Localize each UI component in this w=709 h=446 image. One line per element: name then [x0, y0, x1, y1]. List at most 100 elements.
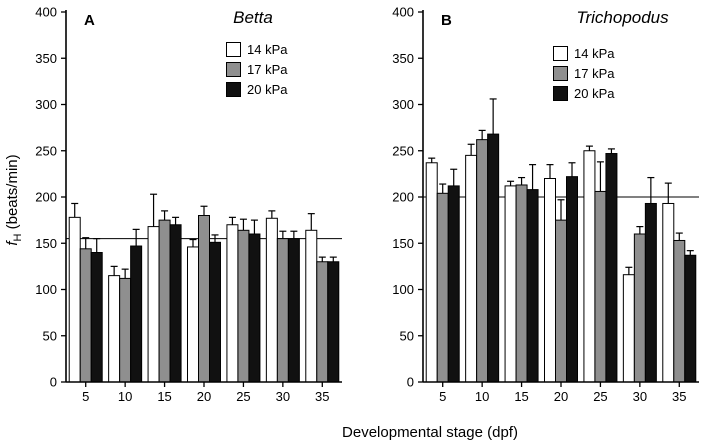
bar: [226, 224, 239, 383]
legend-label-14kpa: 14 kPa: [247, 42, 288, 57]
x-axis-label: Developmental stage (dpf): [342, 424, 518, 441]
x-tick-label: 30: [276, 389, 290, 404]
bar: [447, 185, 460, 383]
y-tick-label: 300: [392, 97, 414, 112]
x-tick-label: 35: [672, 389, 686, 404]
x-tick-label: 25: [593, 389, 607, 404]
y-tick-label: 300: [35, 97, 57, 112]
bar: [644, 202, 657, 383]
bar: [583, 150, 596, 383]
legend-item-b-17kpa: 17 kPa: [553, 66, 614, 81]
legend-swatch-17kpa: [226, 62, 241, 77]
bar: [673, 239, 686, 383]
x-tick-label: 10: [118, 389, 132, 404]
bar: [594, 190, 607, 383]
bar: [158, 219, 171, 383]
legend-label-17kpa: 17 kPa: [247, 62, 288, 77]
bar: [130, 245, 143, 383]
bar: [169, 224, 182, 383]
y-tick-label: 350: [35, 51, 57, 66]
y-tick-label: 200: [35, 190, 57, 205]
legend-swatch-20kpa: [226, 82, 241, 97]
bar: [119, 277, 132, 383]
bar: [79, 248, 92, 383]
bar: [287, 238, 300, 383]
y-tick-label: 150: [392, 236, 414, 251]
legend-item-17kpa: 17 kPa: [226, 62, 287, 77]
bar: [68, 216, 81, 383]
x-tick-label: 15: [157, 389, 171, 404]
bar: [147, 226, 160, 383]
y-tick-label: 150: [35, 236, 57, 251]
y-tick-label: 100: [35, 282, 57, 297]
bar: [248, 233, 261, 383]
y-tick-label: 100: [392, 282, 414, 297]
legend-label-20kpa: 20 kPa: [247, 82, 288, 97]
panel-letter-b: B: [441, 12, 452, 29]
bar: [684, 254, 697, 383]
legend-panel-b: 14 kPa 17 kPa 20 kPa: [553, 46, 614, 101]
legend-panel-a: 14 kPa 17 kPa 20 kPa: [226, 42, 287, 97]
bar: [544, 178, 556, 383]
legend-swatch-b-17kpa: [553, 66, 568, 81]
bar: [633, 233, 646, 383]
bar: [487, 133, 500, 383]
y-tick-label: 0: [407, 375, 414, 390]
y-tick-label: 350: [392, 51, 414, 66]
bar: [276, 238, 289, 383]
y-tick-label: 50: [400, 328, 414, 343]
bar: [662, 202, 675, 383]
bar: [209, 241, 221, 383]
bar: [237, 229, 250, 383]
bar: [555, 219, 567, 383]
y-tick-label: 200: [392, 190, 414, 205]
panel-title-betta: Betta: [233, 8, 273, 27]
bar: [465, 154, 478, 383]
legend-label-b-20kpa: 20 kPa: [574, 86, 615, 101]
bar: [187, 246, 199, 383]
legend-item-20kpa: 20 kPa: [226, 82, 287, 97]
bar: [265, 217, 278, 383]
x-tick-label: 5: [439, 389, 446, 404]
bar: [622, 274, 635, 383]
y-tick-label: 400: [35, 5, 57, 20]
bar: [526, 189, 539, 383]
y-tick-label: 0: [50, 375, 57, 390]
legend-item-14kpa: 14 kPa: [226, 42, 287, 57]
legend-swatch-14kpa: [226, 42, 241, 57]
bar: [198, 215, 210, 383]
bar: [316, 261, 329, 383]
bar: [425, 162, 438, 383]
bar: [566, 176, 578, 383]
y-tick-label: 250: [392, 143, 414, 158]
bar: [605, 153, 618, 383]
legend-swatch-b-14kpa: [553, 46, 568, 61]
x-tick-label: 5: [82, 389, 89, 404]
bar: [90, 252, 103, 383]
x-tick-label: 30: [633, 389, 647, 404]
x-tick-label: 15: [514, 389, 528, 404]
x-tick-label: 20: [197, 389, 211, 404]
bar: [327, 261, 340, 383]
y-tick-label: 250: [35, 143, 57, 158]
legend-item-b-14kpa: 14 kPa: [553, 46, 614, 61]
bar: [305, 229, 318, 383]
bar: [476, 139, 489, 383]
bar: [108, 275, 121, 383]
x-tick-label: 10: [475, 389, 489, 404]
y-tick-label: 50: [43, 328, 57, 343]
bar: [436, 192, 449, 383]
y-tick-label: 400: [392, 5, 414, 20]
bar: [515, 184, 528, 383]
panel-title-trichopodus: Trichopodus: [576, 8, 669, 27]
x-tick-label: 25: [236, 389, 250, 404]
x-tick-label: 20: [554, 389, 568, 404]
x-tick-label: 35: [315, 389, 329, 404]
panel-letter-a: A: [84, 12, 95, 29]
legend-swatch-b-20kpa: [553, 86, 568, 101]
legend-label-b-14kpa: 14 kPa: [574, 46, 615, 61]
legend-item-b-20kpa: 20 kPa: [553, 86, 614, 101]
